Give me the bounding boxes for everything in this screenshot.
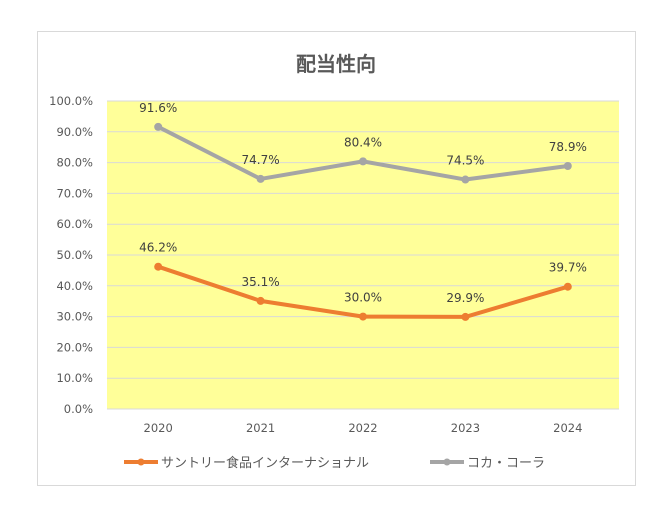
data-label: 35.1% xyxy=(242,275,280,289)
y-tick-label: 10.0% xyxy=(56,371,93,385)
series-group xyxy=(154,122,572,321)
data-label: 74.7% xyxy=(242,153,280,167)
data-label: 80.4% xyxy=(344,135,382,149)
y-tick-label: 0.0% xyxy=(64,402,93,416)
legend-label-cocacola: コカ・コーラ xyxy=(467,456,545,471)
data-point xyxy=(563,282,572,291)
y-tick-label: 70.0% xyxy=(56,186,93,200)
legend-label-suntory: サントリー食品インターナショナル xyxy=(161,455,369,471)
x-axis-ticks: 2020 2021 2022 2023 2024 xyxy=(144,421,583,435)
data-label: 91.6% xyxy=(139,101,177,115)
legend-marker-suntory xyxy=(137,458,145,466)
x-tick-label: 2020 xyxy=(144,421,173,435)
x-tick-label: 2024 xyxy=(553,421,582,435)
legend-item-suntory[interactable]: サントリー食品インターナショナル xyxy=(124,455,369,471)
y-tick-label: 90.0% xyxy=(56,125,93,139)
data-label: 39.7% xyxy=(549,261,587,275)
legend-marker-cocacola xyxy=(443,458,451,466)
data-point xyxy=(256,174,265,183)
data-point xyxy=(461,175,470,184)
data-label: 46.2% xyxy=(139,241,177,255)
y-tick-label: 20.0% xyxy=(56,340,93,354)
y-tick-label: 30.0% xyxy=(56,310,93,324)
data-point xyxy=(359,157,367,166)
y-tick-label: 60.0% xyxy=(56,217,93,231)
data-point xyxy=(154,122,163,131)
y-tick-label: 100.0% xyxy=(49,94,93,108)
data-point xyxy=(256,296,265,305)
data-point xyxy=(461,312,470,321)
y-tick-label: 40.0% xyxy=(56,279,93,293)
y-tick-label: 50.0% xyxy=(56,248,93,262)
x-tick-label: 2022 xyxy=(348,421,377,435)
data-point xyxy=(563,161,572,170)
y-axis-ticks: 0.0% 10.0% 20.0% 30.0% 40.0% 50.0% 60.0% 70.0% 8… xyxy=(49,94,93,416)
chart-title: 配当性向 xyxy=(296,52,376,76)
data-label: 29.9% xyxy=(446,291,484,305)
x-tick-label: 2023 xyxy=(451,421,480,435)
data-point xyxy=(359,312,367,321)
data-label: 30.0% xyxy=(344,291,382,305)
data-label: 74.5% xyxy=(446,154,484,168)
x-tick-label: 2021 xyxy=(246,421,275,435)
data-label: 78.9% xyxy=(549,140,587,154)
chart-container: 配当性向 0.0% 10.0% 20.0% 30.0% 40.0% 50.0% 60.0% 7… xyxy=(37,31,636,486)
data-labels: 46.2% 35.1% 30.0% 29.9% 39.7% 91.6% 74.7% 80.4%… xyxy=(139,101,587,305)
data-point xyxy=(154,262,163,271)
y-tick-label: 80.0% xyxy=(56,156,93,170)
gridlines xyxy=(107,100,619,410)
legend[interactable]: サントリー食品インターナショナル コカ・コーラ xyxy=(124,455,545,471)
legend-item-cocacola[interactable]: コカ・コーラ xyxy=(430,456,545,471)
